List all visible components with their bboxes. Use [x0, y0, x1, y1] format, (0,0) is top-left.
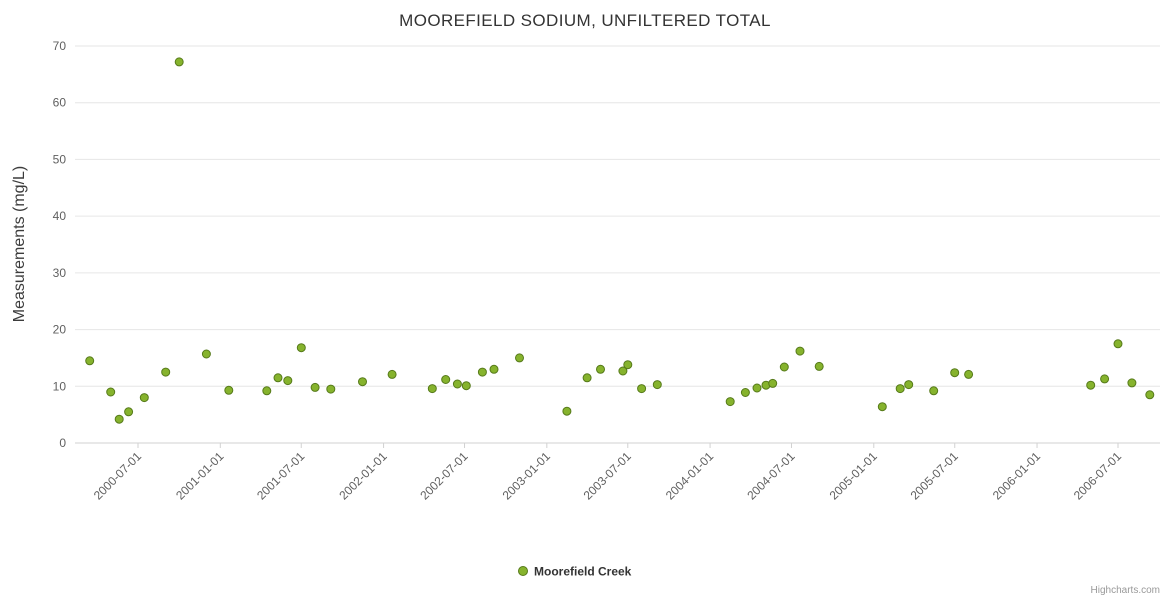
x-tick-label: 2003-01-01 — [500, 449, 554, 503]
data-point[interactable] — [461, 381, 471, 391]
data-point[interactable] — [489, 364, 499, 374]
y-tick-labels: 0 10 20 30 40 50 60 70 — [53, 39, 67, 450]
y-tick-label: 30 — [53, 266, 67, 280]
data-point[interactable] — [224, 385, 234, 395]
data-point[interactable] — [929, 386, 939, 396]
x-tick-label: 2004-01-01 — [663, 449, 717, 503]
data-point[interactable] — [950, 368, 960, 378]
data-point[interactable] — [768, 378, 778, 388]
data-point[interactable] — [452, 379, 462, 389]
data-point[interactable] — [427, 384, 437, 394]
y-tick-label: 0 — [59, 436, 66, 450]
data-point[interactable] — [618, 366, 628, 376]
x-tick-label: 2006-07-01 — [1071, 449, 1125, 503]
data-point[interactable] — [1145, 390, 1155, 400]
gridlines — [75, 45, 1160, 444]
data-point[interactable] — [106, 387, 116, 397]
legend-marker-icon — [518, 566, 528, 576]
data-point[interactable] — [637, 384, 647, 394]
data-point[interactable] — [895, 384, 905, 394]
data-point[interactable] — [310, 382, 320, 392]
axis-lines — [75, 442, 1160, 448]
y-tick-label: 20 — [53, 323, 67, 337]
data-point[interactable] — [1086, 380, 1096, 390]
data-point[interactable] — [582, 373, 592, 383]
data-point[interactable] — [201, 349, 211, 359]
data-point[interactable] — [85, 356, 95, 366]
x-tick-labels: 2000-07-01 2001-01-01 2001-07-01 2002-01-01… — [91, 449, 1125, 503]
y-tick-label: 70 — [53, 39, 67, 53]
chart-title: MOOREFIELD SODIUM, UNFILTERED TOTAL — [399, 11, 771, 30]
data-point[interactable] — [725, 397, 735, 407]
data-point[interactable] — [814, 361, 824, 371]
data-point[interactable] — [1113, 339, 1123, 349]
data-point[interactable] — [1100, 374, 1110, 384]
data-point[interactable] — [326, 384, 336, 394]
x-tick-label: 2002-01-01 — [336, 449, 390, 503]
data-point[interactable] — [562, 406, 572, 416]
x-tick-label: 2004-07-01 — [744, 449, 798, 503]
x-tick-label: 2001-07-01 — [254, 449, 308, 503]
x-tick-label: 2001-01-01 — [173, 449, 227, 503]
data-point[interactable] — [441, 375, 451, 384]
x-tick-label: 2005-07-01 — [908, 449, 962, 503]
data-point[interactable] — [515, 353, 524, 363]
data-point[interactable] — [652, 380, 662, 390]
data-point[interactable] — [139, 393, 149, 403]
x-tick-label: 2000-07-01 — [91, 449, 145, 503]
data-point[interactable] — [124, 407, 134, 417]
data-point[interactable] — [283, 376, 293, 386]
data-point[interactable] — [174, 57, 184, 67]
data-point[interactable] — [964, 369, 974, 379]
x-tick-label: 2006-01-01 — [990, 449, 1044, 503]
data-point[interactable] — [795, 346, 805, 356]
data-point[interactable] — [296, 343, 306, 353]
data-point[interactable] — [161, 367, 171, 377]
data-point[interactable] — [623, 360, 633, 370]
credits-link[interactable]: Highcharts.com — [1091, 585, 1160, 596]
data-point[interactable] — [740, 388, 750, 397]
data-point[interactable] — [477, 367, 487, 377]
data-point[interactable] — [262, 386, 272, 396]
y-axis-title: Measurements (mg/L) — [11, 166, 28, 323]
x-tick-label: 2003-07-01 — [581, 449, 635, 503]
data-point[interactable] — [387, 369, 397, 379]
data-point[interactable] — [904, 380, 914, 390]
data-point[interactable] — [358, 377, 367, 387]
y-tick-label: 40 — [53, 209, 67, 223]
data-point[interactable] — [1127, 378, 1137, 388]
data-point[interactable] — [779, 362, 789, 372]
y-tick-label: 60 — [53, 96, 67, 110]
data-point[interactable] — [273, 373, 283, 383]
legend-item-label: Moorefield Creek — [534, 565, 632, 579]
data-point[interactable] — [877, 402, 887, 412]
y-tick-label: 50 — [53, 152, 67, 166]
legend[interactable]: Moorefield Creek — [518, 565, 632, 579]
x-tick-label: 2002-07-01 — [417, 449, 471, 503]
x-tick-label: 2005-01-01 — [827, 449, 881, 503]
y-tick-label: 10 — [53, 379, 67, 393]
data-point[interactable] — [114, 414, 124, 424]
data-point[interactable] — [752, 383, 762, 393]
series-moorefield-creek — [85, 57, 1155, 424]
data-point[interactable] — [596, 364, 605, 374]
